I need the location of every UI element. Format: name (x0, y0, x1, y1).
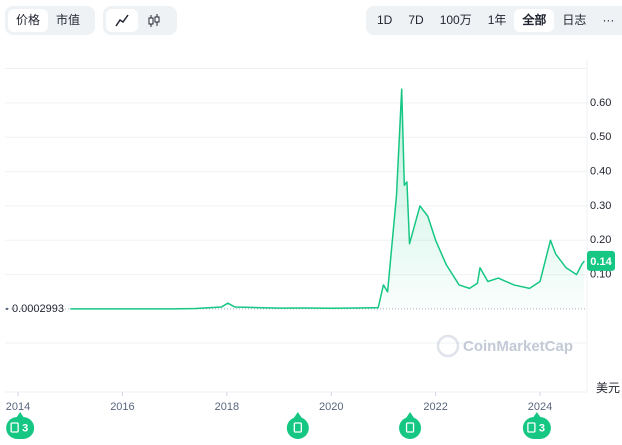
candle-icon (148, 14, 160, 28)
y-tick-label: 0.10 (590, 269, 611, 281)
event-badge[interactable] (399, 412, 422, 439)
x-tick-label: 2022 (423, 401, 447, 413)
event-doc-icon (293, 422, 302, 433)
x-tick-label: 2018 (215, 401, 239, 413)
event-doc-icon (405, 422, 415, 433)
range-button[interactable]: 1年 (487, 13, 507, 27)
currency-label: 美元 (596, 381, 620, 395)
price-line (70, 88, 585, 310)
more-button[interactable]: ··· (602, 13, 615, 27)
line-icon (115, 14, 129, 27)
event-shape (6, 417, 35, 439)
range-button[interactable]: 全部 (514, 9, 555, 32)
range-tabs: 1D 7D 100万 1年 全部 日志 ··· (366, 6, 622, 35)
price-area (70, 89, 585, 309)
line-chart-button[interactable] (106, 9, 138, 32)
event-badge[interactable] (286, 412, 309, 439)
event-count: 3 (22, 422, 28, 434)
start-price-label: 0.0002993 (12, 303, 64, 315)
watermark-logo (436, 334, 460, 358)
event-pointer (406, 412, 415, 418)
watermark: CoinMarketCap (463, 338, 573, 355)
current-price-badge (587, 250, 615, 271)
metric-tabs: 价格 市值 (5, 6, 95, 35)
event-shape (522, 417, 551, 439)
event-doc-icon (527, 422, 536, 433)
range-button[interactable]: 7D (408, 13, 424, 27)
event-shape (399, 417, 422, 439)
x-tick-label: 2020 (319, 401, 343, 413)
chart-style-tabs (103, 6, 177, 35)
event-pointer (16, 412, 25, 418)
range-button[interactable]: 日志 (562, 13, 587, 27)
start-price-dot (5, 307, 9, 311)
y-tick-label: 0.40 (590, 165, 611, 177)
x-tick-label: 2016 (110, 401, 134, 413)
event-doc-icon (10, 422, 19, 433)
x-tick-label: 2024 (528, 401, 552, 413)
event-badge[interactable]: 3 (522, 412, 551, 439)
tab-price[interactable]: 价格 (8, 9, 49, 32)
y-tick-label: 0.60 (590, 97, 611, 109)
event-shape (286, 417, 309, 439)
event-pointer (293, 412, 302, 418)
event-badge[interactable]: 3 (6, 412, 35, 439)
current-price-label: 0.14 (590, 256, 612, 268)
x-tick-label: 2014 (6, 401, 30, 413)
event-pointer (532, 412, 541, 418)
y-tick-label: 0.30 (590, 200, 611, 212)
candle-chart-button[interactable] (138, 9, 170, 32)
y-tick-label: 0.50 (590, 131, 611, 143)
y-tick-label: 0.20 (590, 234, 611, 246)
range-button[interactable]: 1D (377, 13, 393, 27)
tab-marketcap[interactable]: 市值 (56, 13, 81, 27)
event-count: 3 (539, 422, 545, 434)
range-button[interactable]: 100万 (439, 13, 472, 27)
